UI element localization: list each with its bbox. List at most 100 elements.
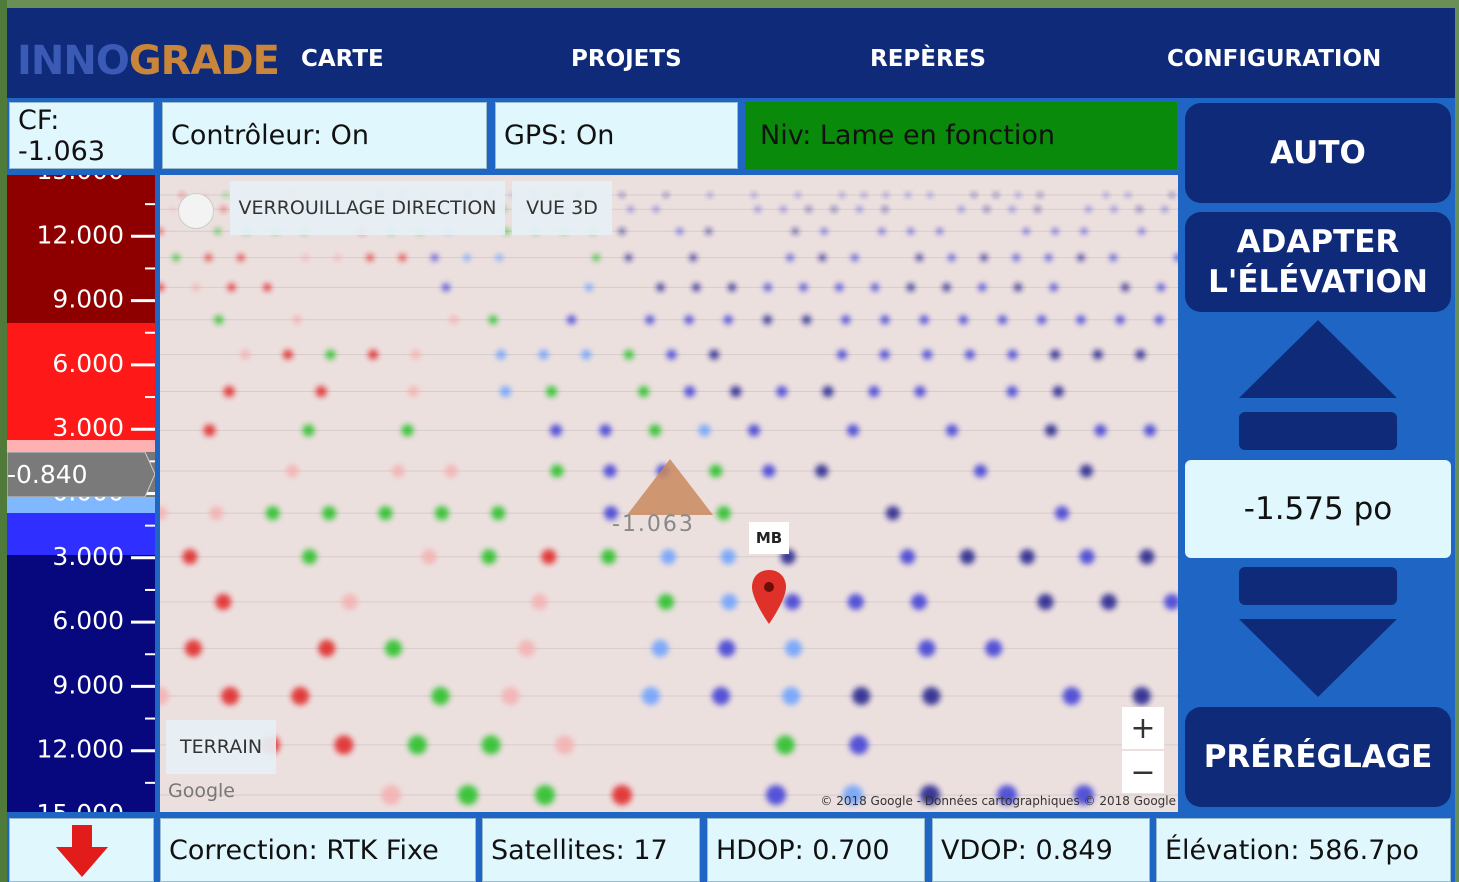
map-dot [1050,283,1058,291]
map-dot [918,640,935,657]
map-dot [442,283,450,291]
auto-button[interactable]: AUTO [1185,103,1451,203]
map-dot [496,350,506,360]
scale-label: 9.000 [52,285,124,314]
map-dot [322,506,336,520]
map-dot [160,283,164,291]
map-dot [724,315,733,324]
satellites-status: Satellites: 17 [482,818,700,882]
raise-button[interactable] [1185,315,1451,455]
map-dot [1174,254,1178,261]
map-pin[interactable] [750,568,788,628]
map-dot [776,735,795,754]
map-dot [1121,283,1129,291]
map-dot [832,207,837,212]
map-dot [998,315,1007,324]
nav-item[interactable]: PROJETS [571,46,682,72]
map-dot [518,640,535,657]
logo[interactable]: INNOGRADE [17,38,279,84]
zoom-in[interactable]: + [1122,707,1164,749]
adapt-elevation-button[interactable]: ADAPTER L'ÉLÉVATION [1185,212,1451,312]
map-dot [237,254,244,261]
map-dot [900,549,915,564]
page: Innograde {"header": {"logo": "INNOGRADE… [0,0,1459,882]
scale-indicator-wrap: -0.840 [7,452,155,497]
top-bar: INNOGRADE CARTE PROJETS REPÈRES CONFIGUR… [7,8,1455,98]
map-dot [624,350,634,360]
map-dot [792,228,798,234]
map-dot [1038,594,1054,610]
map-dot [806,207,811,212]
map-dot [1007,386,1018,397]
map-dot [699,424,711,436]
map-dot [532,594,548,610]
correction-status: Correction: RTK Fixe [160,818,476,882]
compass[interactable] [178,193,214,229]
marker-label: MB [749,522,789,554]
adapt-line: ADAPTER [1237,222,1400,262]
map-dot [1126,193,1130,197]
map-dot [906,193,910,197]
map-dot [600,424,612,436]
map-dot [978,283,986,291]
map-dot [224,386,235,397]
map-dot [821,228,827,234]
view-3d-button[interactable]: VUE 3D [512,181,612,235]
map-dot [1045,254,1052,261]
scale-label: 15.000 [37,799,124,812]
map-dot [286,464,299,477]
map-dot [835,283,843,291]
map-dot [1080,464,1093,477]
map-dot [822,386,833,397]
terrain-button[interactable]: TERRAIN [166,720,276,774]
controller-status: Contrôleur: On [162,102,487,169]
map-dot [852,687,870,705]
map-dot [840,193,844,197]
map-dot [948,254,955,261]
map-dot [215,228,221,234]
map-dot [550,424,562,436]
map-dot [160,228,163,234]
map-dot [1038,193,1042,197]
map-dot [1111,207,1116,212]
map-dot [837,350,847,360]
map-dot [432,687,450,705]
map-dot [170,207,175,212]
scale-label: 15.000 [37,175,124,185]
map-dot [581,350,591,360]
map-dot [326,350,336,360]
map-dot [721,594,737,610]
preset-button[interactable]: PRÉRÉGLAGE [1185,707,1451,807]
nav-item[interactable]: CARTE [301,46,384,72]
nav-item[interactable]: CONFIGURATION [1167,46,1381,72]
map-dot [381,785,401,805]
map-dot [763,315,772,324]
pin-dot [764,582,774,592]
map-dot [481,549,496,564]
map-dot [496,254,503,261]
map-dot [879,228,885,234]
map-dot [334,735,353,754]
map[interactable]: VERROUILLAGE DIRECTION VUE 3D TERRAIN Go… [160,175,1178,812]
map-dot [649,424,661,436]
map-dot [959,207,964,212]
map-dot [922,687,940,705]
map-dot [291,687,309,705]
gps-status: GPS: On [495,102,738,169]
nav-item[interactable]: REPÈRES [870,46,986,72]
map-dot [302,549,317,564]
map-dot [708,193,712,197]
machine-marker [625,457,715,517]
map-dot [994,193,998,197]
map-dot [1013,254,1020,261]
map-dot [748,424,760,436]
preset-label: PRÉRÉGLAGE [1204,737,1433,777]
map-dot [764,283,772,291]
map-dot [667,350,677,360]
map-dot [1052,228,1058,234]
map-dot [567,315,576,324]
lower-button[interactable] [1185,562,1451,702]
map-dot [1020,549,1035,564]
lock-direction-button[interactable]: VERROUILLAGE DIRECTION [230,181,505,235]
zoom-out[interactable]: − [1122,751,1164,793]
